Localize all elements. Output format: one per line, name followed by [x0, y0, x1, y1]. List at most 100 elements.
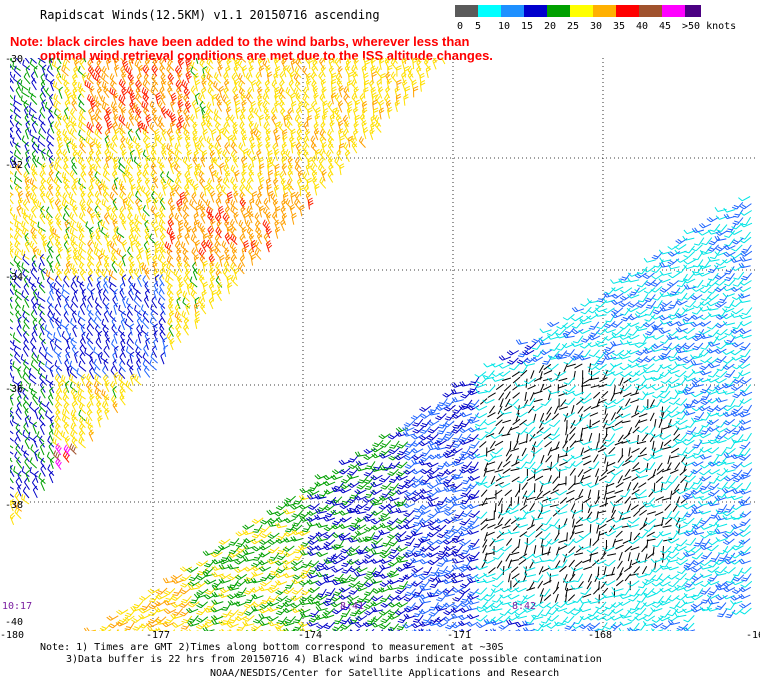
- wind-barb: [509, 362, 521, 371]
- wind-barb: [87, 338, 94, 351]
- wind-barb: [491, 447, 504, 455]
- wind-barb: [138, 247, 144, 260]
- wind-barb: [606, 490, 615, 495]
- wind-barb: [419, 405, 432, 412]
- wind-barb: [94, 65, 102, 78]
- wind-barb: [65, 351, 70, 365]
- wind-barb: [10, 396, 13, 400]
- wind-barb: [186, 566, 199, 573]
- wind-barb: [157, 100, 165, 113]
- wind-barb: [638, 579, 649, 589]
- wind-barb: [639, 523, 648, 531]
- wind-barb: [377, 86, 384, 99]
- wind-barb: [251, 155, 257, 168]
- wind-barb: [56, 134, 62, 148]
- wind-barb: [319, 129, 327, 141]
- wind-barb: [247, 113, 253, 126]
- wind-barb: [214, 233, 222, 246]
- wind-barb: [258, 184, 264, 197]
- wind-barb: [194, 239, 201, 252]
- wind-barb: [113, 331, 118, 344]
- wind-barb: [617, 434, 624, 443]
- wind-barb: [13, 284, 22, 295]
- wind-barb: [110, 79, 117, 92]
- wind-barb: [183, 87, 191, 100]
- wind-barb: [129, 100, 136, 113]
- wind-barb: [10, 493, 14, 498]
- wind-barb: [153, 281, 159, 294]
- wind-barb: [109, 191, 117, 204]
- wind-barb: [318, 71, 325, 84]
- wind-barb: [294, 191, 301, 204]
- wind-barb: [707, 265, 719, 274]
- wind-barb: [10, 282, 15, 295]
- wind-barb: [10, 267, 14, 281]
- wind-barb: [24, 105, 29, 119]
- wind-barb: [136, 365, 142, 378]
- wind-barb: [99, 623, 112, 631]
- wind-barb: [660, 594, 672, 603]
- wind-barb: [707, 229, 720, 235]
- wind-barb: [392, 58, 398, 64]
- wind-barb: [225, 65, 231, 78]
- wind-barb: [214, 246, 221, 259]
- wind-barb: [206, 58, 214, 70]
- wind-barb: [559, 461, 568, 466]
- wind-barb: [304, 58, 310, 65]
- wind-barb: [22, 59, 31, 71]
- wind-barb: [213, 156, 221, 169]
- wind-barb: [10, 353, 13, 357]
- wind-barb: [80, 170, 87, 183]
- wind-barb: [623, 392, 632, 398]
- wind-barb: [675, 257, 689, 263]
- wind-barb: [644, 307, 656, 316]
- wind-barb: [592, 538, 600, 547]
- wind-barb: [10, 359, 13, 372]
- legend-label: 5: [475, 21, 482, 32]
- wind-barb: [241, 65, 248, 78]
- wind-barb: [209, 58, 213, 64]
- wind-barb: [265, 177, 272, 190]
- wind-barb: [723, 207, 736, 213]
- wind-barb: [113, 288, 119, 302]
- wind-barb: [159, 246, 166, 259]
- wind-barb: [230, 274, 239, 287]
- wind-barb: [731, 608, 744, 615]
- wind-barb: [738, 196, 751, 202]
- wind-barb: [387, 64, 393, 77]
- wind-barb: [619, 322, 632, 330]
- wind-barb: [557, 616, 569, 625]
- wind-barb: [29, 129, 38, 140]
- legend-swatch: [501, 5, 524, 17]
- wind-barb: [320, 64, 327, 78]
- wind-barb: [488, 405, 496, 414]
- wind-barb: [314, 148, 321, 162]
- wind-barb: [242, 524, 255, 530]
- wind-barb: [738, 538, 751, 545]
- wind-barb: [76, 381, 85, 393]
- wind-barb: [663, 439, 672, 447]
- wind-barb: [243, 538, 256, 544]
- wind-barb: [482, 578, 496, 584]
- wind-barb: [217, 176, 223, 189]
- wind-barb: [302, 171, 310, 184]
- wind-barb: [210, 190, 216, 203]
- wind-barb: [691, 306, 703, 315]
- wind-barb: [682, 599, 695, 605]
- wind-barb: [652, 307, 665, 315]
- wind-barb: [10, 172, 13, 183]
- wind-barb: [55, 171, 62, 183]
- wind-barb: [193, 302, 200, 315]
- wind-barb: [169, 161, 176, 175]
- wind-barb: [594, 311, 607, 317]
- wind-barb: [621, 420, 631, 424]
- wind-barb: [31, 260, 38, 273]
- wind-barb: [586, 503, 599, 508]
- wind-barb: [211, 599, 224, 605]
- wind-barb: [363, 86, 369, 99]
- wind-barb: [71, 120, 77, 133]
- wind-barb: [627, 334, 640, 340]
- wind-barb: [25, 183, 31, 197]
- wind-barb: [89, 85, 95, 98]
- wind-barb: [55, 387, 63, 400]
